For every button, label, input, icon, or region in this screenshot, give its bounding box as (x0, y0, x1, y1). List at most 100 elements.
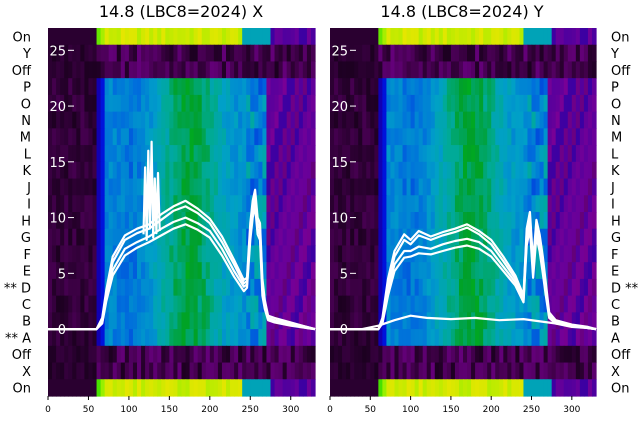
heatmap-cell (418, 145, 424, 163)
heatmap-cell (446, 195, 452, 213)
heatmap-cell (442, 44, 448, 63)
heatmap-cell (543, 212, 549, 230)
heatmap-cell (238, 345, 243, 364)
heatmap-cell (108, 228, 114, 247)
heatmap-cell (467, 94, 472, 113)
heatmap-cell (450, 161, 456, 180)
heatmap-cell (242, 128, 247, 146)
heatmap-cell (254, 379, 259, 397)
heatmap-cell (442, 111, 448, 129)
heatmap-cell (132, 111, 138, 129)
heatmap-cell (559, 44, 565, 63)
heatmap-cell (511, 61, 516, 79)
heatmap-cell (422, 128, 428, 146)
heatmap-cell (242, 61, 247, 79)
heatmap-cell (84, 362, 90, 380)
heatmap-cell (213, 228, 219, 247)
heatmap-cell (306, 94, 312, 113)
heatmap-cell (48, 145, 53, 163)
heatmap-cell (185, 111, 191, 129)
heatmap-cell (88, 195, 94, 213)
heatmap-cell (145, 262, 150, 280)
heatmap-cell (173, 379, 179, 397)
heatmap-cell (173, 94, 179, 113)
heatmap-cell (137, 262, 142, 280)
heatmap-cell (463, 195, 468, 213)
heatmap-cell (467, 111, 472, 129)
row-label: C (22, 298, 31, 313)
heatmap-cell (84, 195, 90, 213)
heatmap-cell (221, 345, 227, 364)
heatmap-cell (56, 278, 61, 297)
heatmap-cell (394, 61, 400, 79)
heatmap-cell (52, 228, 57, 247)
heatmap-cell (346, 212, 351, 230)
heatmap-cell (282, 78, 288, 96)
x-tick-label: 300 (563, 405, 580, 415)
heatmap-cell (382, 245, 388, 263)
heatmap-cell (402, 195, 408, 213)
heatmap-cell (72, 94, 77, 113)
heatmap-cell (310, 345, 316, 364)
heatmap-cell (350, 212, 355, 230)
heatmap-cell (76, 61, 81, 79)
heatmap-cell (591, 379, 597, 397)
heatmap-cell (88, 161, 94, 180)
heatmap-cell (438, 145, 444, 163)
heatmap-cell (310, 61, 316, 79)
heatmap-cell (382, 345, 388, 364)
heatmap-cell (527, 295, 533, 313)
heatmap-cell (531, 178, 537, 196)
heatmap-cell (531, 28, 537, 46)
heatmap-cell (479, 262, 484, 280)
heatmap-cell (169, 362, 175, 380)
heatmap-cell (52, 145, 57, 163)
heatmap-cell (386, 28, 392, 46)
heatmap-cell (410, 78, 416, 96)
heatmap-cell (555, 28, 561, 46)
heatmap-cell (181, 178, 187, 196)
heatmap-cell (591, 295, 597, 313)
heatmap-cell (96, 295, 102, 313)
heatmap-cell (591, 111, 597, 129)
heatmap-cell (177, 362, 183, 380)
heatmap-cell (446, 312, 452, 330)
heatmap-cell (515, 312, 521, 330)
heatmap-cell (48, 44, 53, 63)
heatmap-cell (112, 312, 118, 330)
heatmap-cell (350, 44, 355, 63)
heatmap-cell (571, 195, 577, 213)
heatmap-cell (60, 379, 65, 397)
heatmap-cell (394, 228, 400, 247)
heatmap-cell (52, 195, 57, 213)
heatmap-cell (458, 345, 464, 364)
heatmap-cell (346, 362, 351, 380)
heatmap-cell (242, 362, 247, 380)
heatmap-cell (262, 94, 268, 113)
heatmap-cell (426, 178, 432, 196)
heatmap-cell (132, 94, 138, 113)
heatmap-cell (282, 329, 288, 347)
heatmap-cell (410, 28, 416, 46)
heatmap-cell (450, 61, 456, 79)
heatmap-cell (567, 161, 573, 180)
heatmap-cell (286, 61, 292, 79)
heatmap-cell (217, 78, 223, 96)
heatmap-cell (475, 145, 480, 163)
heatmap-cell (286, 329, 292, 347)
heatmap-cell (181, 329, 187, 347)
heatmap-cell (149, 94, 154, 113)
heatmap-cell (104, 329, 110, 347)
heatmap-cell (571, 161, 577, 180)
heatmap-cell (511, 362, 516, 380)
heatmap-cell (487, 329, 492, 347)
heatmap-cell (587, 362, 593, 380)
heatmap-cell (205, 161, 211, 180)
heatmap-cell (487, 28, 492, 46)
heatmap-cell (458, 28, 464, 46)
heatmap-cell (112, 128, 118, 146)
heatmap-cell (306, 111, 312, 129)
heatmap-cell (52, 212, 57, 230)
heatmap-cell (189, 128, 195, 146)
heatmap-cell (338, 362, 343, 380)
